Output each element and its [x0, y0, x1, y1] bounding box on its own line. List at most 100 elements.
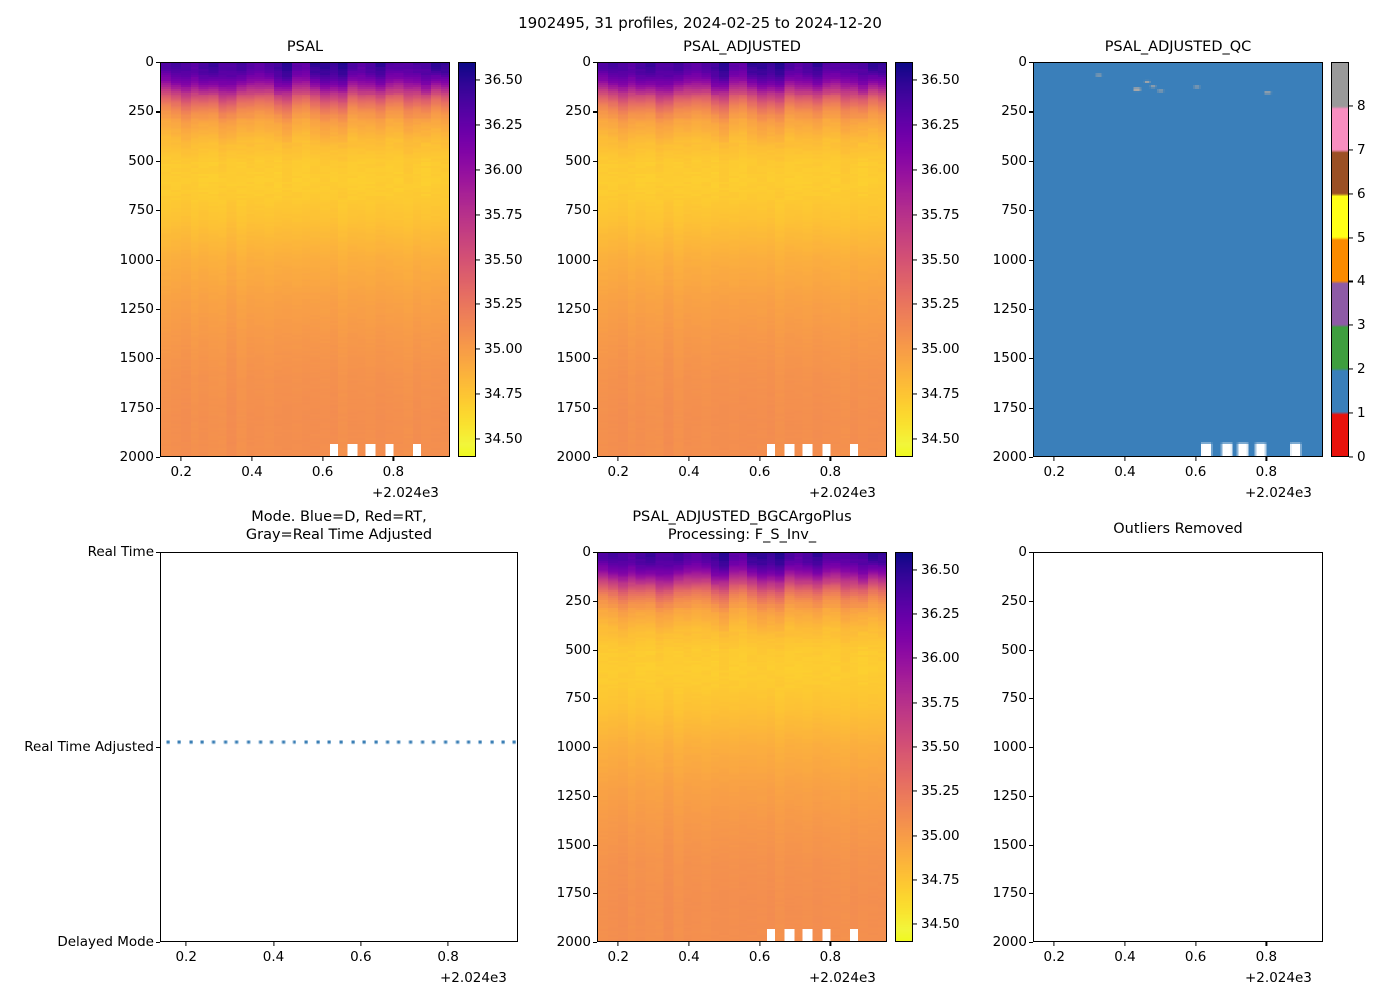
colorbar-psal-tick-label: 34.50: [484, 431, 523, 448]
psal-xtick-label: 0.6: [311, 464, 334, 480]
psal-adjusted-qc-ytick-label: 1750: [992, 399, 1027, 416]
psal-adjusted-bgc-ytick-mark: [593, 747, 597, 749]
colorbar-qc-tick-label: 6: [1357, 185, 1366, 202]
axes-psal-adjusted-bgc[interactable]: [597, 552, 887, 942]
psal-adjusted-qc-ytick-label: 0: [1018, 54, 1027, 70]
outliers-removed-xtick-mark: [1124, 942, 1126, 946]
psal-ytick-label: 0: [145, 54, 154, 70]
colorbar-psal-adjusted-bgc-tick-mark: [913, 613, 917, 615]
axes-mode[interactable]: [160, 552, 518, 942]
psal-adjusted-xtick-mark: [688, 457, 690, 461]
psal-adjusted-bgc-ytick-label: 500: [565, 641, 591, 658]
colorbar-psal-adjusted-bgc-tick-mark: [913, 702, 917, 704]
colorbar-qc-tick-label: 8: [1357, 97, 1366, 114]
colorbar-psal-adjusted-bgc-tick-label: 34.75: [921, 871, 960, 888]
axes-psal-adjusted[interactable]: [597, 62, 887, 457]
psal-adjusted-bgc-xtick-label: 0.8: [819, 949, 842, 965]
mode-data-series: [161, 739, 517, 745]
psal-adjusted-qc-xtick-label: 0.4: [1114, 464, 1136, 480]
colorbar-psal-tick-label: 35.25: [484, 296, 523, 313]
psal-xtick-label: 0.2: [170, 464, 192, 480]
psal-adjusted-qc-ytick-label: 500: [1001, 152, 1027, 169]
psal-adjusted-bgc-ytick-label: 1000: [556, 739, 591, 755]
psal-adjusted-ytick-label: 1750: [556, 399, 591, 416]
psal-ytick-label: 1000: [119, 251, 154, 268]
psal-adjusted-qc-ytick-label: 2000: [992, 449, 1027, 465]
colorbar-psal-tick-label: 35.50: [484, 251, 523, 268]
colorbar-psal-adjusted: [895, 62, 913, 457]
colorbar-psal-adjusted-bgc-tick-mark: [913, 569, 917, 571]
psal-adjusted-ytick-mark: [593, 62, 597, 64]
colorbar-psal-adjusted-bgc-tick-label: 35.00: [921, 827, 960, 844]
outliers-removed-xtick-mark: [1195, 942, 1197, 946]
psal-adjusted-qc-ytick-label: 750: [1001, 202, 1027, 219]
psal-ytick-label: 1250: [119, 300, 154, 317]
psal-xtick-mark: [322, 457, 324, 461]
psal-ytick-label: 750: [128, 202, 154, 219]
outliers-removed-ytick-mark: [1029, 747, 1033, 749]
psal-adjusted-ytick-label: 2000: [556, 449, 591, 465]
outliers-removed-ytick-label: 1000: [992, 739, 1027, 755]
mode-xtick-mark: [272, 942, 275, 946]
psal-adjusted-ytick-label: 250: [565, 103, 591, 120]
psal-adjusted-qc-xaxis-offset-label: +2.024e3: [1245, 485, 1312, 501]
outliers-removed-xtick-mark: [1265, 942, 1267, 946]
axes-outliers-removed[interactable]: [1033, 552, 1323, 942]
psal-ytick-label: 1500: [119, 350, 154, 367]
colorbar-psal-adjusted-tick-label: 34.75: [921, 386, 960, 403]
outliers-removed-ytick-label: 1750: [992, 885, 1027, 902]
panel-psal-adjusted-title: PSAL_ADJUSTED: [683, 39, 801, 55]
colorbar-psal-adjusted-tick-mark: [913, 258, 917, 261]
colorbar-psal-tick-mark: [476, 169, 480, 171]
psal-adjusted-ytick-mark: [593, 457, 597, 459]
mode-xtick-label: 0.2: [175, 949, 197, 965]
psal-xtick-label: 0.8: [382, 464, 405, 480]
outliers-removed-ytick-mark: [1029, 649, 1033, 651]
colorbar-psal-adjusted-tick-label: 35.00: [921, 341, 960, 358]
psal-adjusted-bgc-ytick-label: 1250: [556, 787, 591, 804]
outliers-removed-xtick-label: 0.8: [1255, 949, 1278, 965]
axes-psal[interactable]: [160, 62, 450, 457]
mode-xtick-label: 0.6: [350, 949, 372, 965]
outliers-removed-ytick-mark: [1029, 942, 1033, 944]
panel-psal-adjusted-bgc-title: PSAL_ADJUSTED_BGCArgoPlus Processing: F_…: [632, 509, 852, 543]
colorbar-psal-adjusted-bgc-tick-label: 35.25: [921, 783, 960, 800]
mode-xtick-mark: [360, 942, 362, 946]
axes-psal-adjusted-qc[interactable]: [1033, 62, 1323, 457]
psal-ytick-mark: [156, 308, 160, 311]
colorbar-qc-tick-mark: [1349, 105, 1353, 107]
psal-ytick-mark: [156, 407, 160, 409]
psal-adjusted-qc-ytick-label: 1250: [992, 300, 1027, 317]
colorbar-qc-tick-mark: [1349, 280, 1353, 282]
colorbar-qc-tick-label: 2: [1357, 361, 1366, 378]
psal-adjusted-qc-ytick-mark: [1029, 111, 1033, 113]
outliers-removed-ytick-label: 1500: [992, 836, 1027, 853]
colorbar-psal-adjusted-tick-label: 35.75: [921, 206, 960, 223]
colorbar-qc-tick-mark: [1349, 193, 1353, 195]
outliers-removed-ytick-label: 750: [1001, 690, 1027, 707]
psal-xtick-mark: [251, 457, 253, 461]
colorbar-psal-adjusted-tick-label: 34.50: [921, 431, 960, 448]
psal-adjusted-qc-ytick-mark: [1029, 308, 1033, 311]
psal-adjusted-ytick-label: 500: [565, 152, 591, 169]
mode-ytick-mark: [156, 942, 160, 944]
psal-adjusted-bgc-xtick-mark: [617, 942, 619, 946]
psal-adjusted-bgc-ytick-label: 2000: [556, 934, 591, 950]
psal-adjusted-bgc-ytick-mark: [593, 844, 597, 846]
outliers-removed-ytick-mark: [1029, 795, 1033, 797]
colorbar-psal-tick-mark: [476, 393, 480, 395]
colorbar-psal-adjusted-bgc: [895, 552, 913, 942]
psal-adjusted-qc-xtick-mark: [1124, 457, 1126, 461]
psal-adjusted-bgc-ytick-mark: [593, 552, 597, 554]
outliers-removed-ytick-label: 0: [1018, 544, 1027, 560]
outliers-removed-ytick-mark: [1029, 893, 1033, 895]
psal-ytick-mark: [156, 160, 160, 162]
psal-ytick-mark: [156, 358, 160, 360]
psal-xtick-mark: [180, 457, 182, 461]
psal-adjusted-bgc-ytick-label: 1500: [556, 836, 591, 853]
psal-adjusted-ytick-label: 1500: [556, 350, 591, 367]
colorbar-qc-tick-label: 3: [1357, 317, 1366, 334]
colorbar-qc-tick-label: 5: [1357, 229, 1366, 246]
colorbar-psal-adjusted-tick-label: 36.50: [921, 71, 960, 88]
